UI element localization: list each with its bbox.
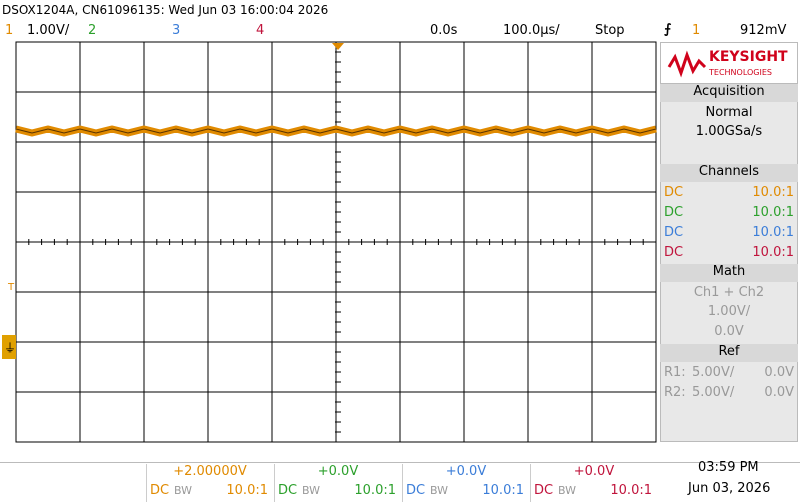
ch1-scale: 1.00V/ xyxy=(27,23,70,38)
channel-offset: +2.00000V xyxy=(173,464,247,479)
channel-coupling: DC xyxy=(150,483,170,498)
channel-probe: 10.0:1 xyxy=(482,483,524,498)
footer-rule xyxy=(0,462,800,463)
channel-probe: 10.0:1 xyxy=(226,483,268,498)
ch4-label: 4 xyxy=(256,23,265,38)
ch1-ground-marker xyxy=(2,335,16,359)
ref-name: R2: xyxy=(664,385,686,400)
channel-probe: 10.0:1 xyxy=(752,225,794,240)
trigger-pos-marker xyxy=(332,43,344,50)
channels-title: Channels xyxy=(660,164,798,182)
footer-separator xyxy=(530,464,531,502)
ref-name: R1: xyxy=(664,365,686,380)
channel-coupling: DC xyxy=(534,483,554,498)
channel-coupling: DC xyxy=(278,483,298,498)
channel-coupling: DC xyxy=(664,185,684,200)
brand-name: KEYSIGHT xyxy=(709,49,788,65)
ref-scale: 5.00V/ xyxy=(692,365,735,380)
ch1-trace-edge xyxy=(15,128,657,134)
math-offset: 0.0V xyxy=(714,324,744,339)
channel-offset: +0.0V xyxy=(317,464,359,479)
trigger-icon: ⨍ xyxy=(664,22,672,37)
footer-date: Jun 03, 2026 xyxy=(688,481,771,496)
ch1-ground-icon: ⏚ xyxy=(4,341,16,355)
ref-offset: 0.0V xyxy=(764,365,794,380)
footer-time: 03:59 PM xyxy=(698,460,759,475)
channel-coupling: DC xyxy=(664,245,684,260)
channel-probe: 10.0:1 xyxy=(354,483,396,498)
acq-title: Acquisition xyxy=(660,84,798,102)
channel-probe: 10.0:1 xyxy=(752,185,794,200)
channel-bw: BW xyxy=(174,484,193,497)
channel-coupling: DC xyxy=(664,205,684,220)
footer-separator xyxy=(274,464,275,502)
trigger-source: 1 xyxy=(692,23,701,38)
run-state: Stop xyxy=(595,23,625,38)
ch2-label: 2 xyxy=(88,23,97,38)
channel-bw: BW xyxy=(430,484,449,497)
footer-separator xyxy=(402,464,403,502)
footer-separator xyxy=(146,464,147,502)
math-title: Math xyxy=(660,264,798,282)
ref-title: Ref xyxy=(660,344,798,362)
graticule: ⏚ T xyxy=(2,41,657,443)
header-title: DSOX1204A, CN61096135: Wed Jun 03 16:00:… xyxy=(2,3,329,17)
trigger-level: 912mV xyxy=(740,23,787,38)
channel-probe: 10.0:1 xyxy=(610,483,652,498)
channel-probe: 10.0:1 xyxy=(752,205,794,220)
acq-mode: Normal xyxy=(705,105,753,120)
brand-logo xyxy=(667,50,707,78)
channel-offset: +0.0V xyxy=(573,464,615,479)
ch1-label: 1 xyxy=(5,23,14,38)
ch1-trace xyxy=(15,125,657,137)
brand-sub: TECHNOLOGIES xyxy=(709,68,772,77)
ref-offset: 0.0V xyxy=(764,385,794,400)
trigger-level-marker: T xyxy=(7,282,15,293)
math-function: Ch1 + Ch2 xyxy=(693,285,765,300)
math-scale: 1.00V/ xyxy=(707,304,751,319)
acq-rate: 1.00GSa/s xyxy=(695,124,763,139)
ref-scale: 5.00V/ xyxy=(692,385,735,400)
ch3-label: 3 xyxy=(172,23,181,38)
channel-offset: +0.0V xyxy=(445,464,487,479)
channel-bw: BW xyxy=(302,484,321,497)
channel-coupling: DC xyxy=(406,483,426,498)
time-scale: 100.0µs/ xyxy=(503,23,560,38)
channel-coupling: DC xyxy=(664,225,684,240)
brand-box: KEYSIGHT TECHNOLOGIES xyxy=(660,42,798,84)
time-delay: 0.0s xyxy=(430,23,458,38)
channel-bw: BW xyxy=(558,484,577,497)
channel-probe: 10.0:1 xyxy=(752,245,794,260)
